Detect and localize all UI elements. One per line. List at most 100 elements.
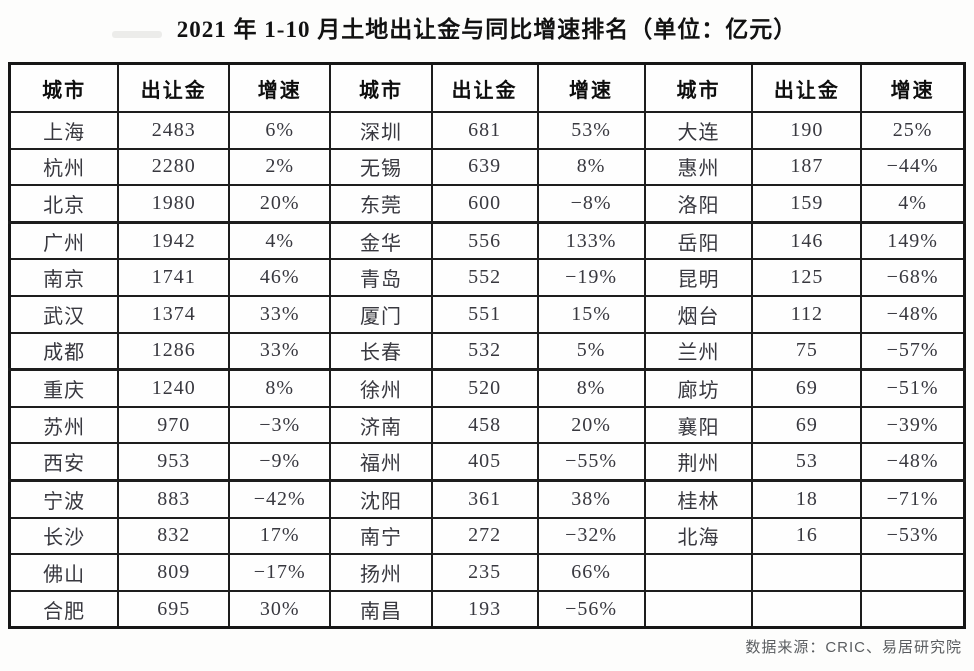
cell-growth: 15%: [536, 294, 646, 334]
table-row: 成都 1286 33% 长春 532 5% 兰州 75 −57%: [8, 331, 966, 372]
cell-amount: 146: [751, 221, 863, 261]
table-row: 北京 1980 20% 东莞 600 −8% 洛阳 159 4%: [8, 184, 966, 224]
cell-growth: 8%: [536, 368, 646, 408]
column-header-growth: 增速: [228, 62, 332, 113]
cell-growth: [860, 589, 966, 629]
ranking-table: 城市 出让金 增速 城市 出让金 增速 城市 出让金 增速 上海 2483 6% 深圳 681 53% 大连…: [8, 62, 966, 630]
cell-city: 杭州: [8, 147, 120, 187]
cell-amount: 69: [751, 368, 863, 408]
cell-growth: −71%: [860, 479, 966, 519]
cell-growth: 46%: [228, 258, 332, 297]
column-header-amount: 出让金: [430, 62, 539, 113]
cell-growth: 66%: [536, 553, 646, 592]
cell-city: 深圳: [329, 111, 433, 150]
cell-city: 岳阳: [643, 221, 754, 261]
cell-amount: 1374: [117, 294, 231, 334]
cell-amount: 809: [117, 553, 231, 592]
cell-amount: 1240: [117, 368, 231, 408]
cell-city: 重庆: [8, 368, 120, 408]
table-row: 宁波 883 −42% 沈阳 361 38% 桂林 18 −71%: [8, 479, 966, 519]
cell-growth: 133%: [536, 221, 646, 261]
table-row: 重庆 1240 8% 徐州 520 8% 廊坊 69 −51%: [8, 368, 966, 408]
cell-city: 兰州: [643, 331, 754, 372]
cell-amount: 600: [430, 184, 539, 224]
table-body: 上海 2483 6% 深圳 681 53% 大连 190 25% 杭州 2280 2% 无锡 639 8% 惠…: [8, 111, 966, 629]
cell-city: 荆州: [643, 442, 754, 482]
cell-amount: 551: [430, 294, 539, 334]
cell-amount: 695: [117, 589, 231, 629]
cell-growth: [860, 553, 966, 592]
cell-city: 东莞: [329, 184, 433, 224]
cell-amount: 458: [430, 405, 539, 445]
cell-amount: 272: [430, 516, 539, 556]
cell-amount: 639: [430, 147, 539, 187]
cell-growth: 2%: [228, 147, 332, 187]
cell-growth: −48%: [860, 294, 966, 334]
cell-amount: 2280: [117, 147, 231, 187]
cell-amount: 832: [117, 516, 231, 556]
table-row: 西安 953 −9% 福州 405 −55% 荆州 53 −48%: [8, 442, 966, 482]
table-row: 长沙 832 17% 南宁 272 −32% 北海 16 −53%: [8, 516, 966, 556]
column-header-city: 城市: [643, 62, 754, 113]
cell-city: 金华: [329, 221, 433, 261]
cell-growth: −39%: [860, 405, 966, 445]
column-header-amount: 出让金: [751, 62, 863, 113]
cell-growth: −9%: [228, 442, 332, 482]
cell-growth: −19%: [536, 258, 646, 297]
cell-city: [643, 589, 754, 629]
cell-city: 北海: [643, 516, 754, 556]
header-row: 城市 出让金 增速 城市 出让金 增速 城市 出让金 增速: [8, 62, 966, 113]
cell-growth: −51%: [860, 368, 966, 408]
cell-amount: 18: [751, 479, 863, 519]
cell-amount: 681: [430, 111, 539, 150]
column-header-growth: 增速: [860, 62, 966, 113]
cell-amount: 75: [751, 331, 863, 372]
cell-amount: 53: [751, 442, 863, 482]
cell-growth: 53%: [536, 111, 646, 150]
column-header-amount: 出让金: [117, 62, 231, 113]
cell-growth: 4%: [228, 221, 332, 261]
cell-amount: [751, 589, 863, 629]
cell-city: 廊坊: [643, 368, 754, 408]
cell-amount: 125: [751, 258, 863, 297]
cell-city: 桂林: [643, 479, 754, 519]
table-row: 合肥 695 30% 南昌 193 −56%: [8, 589, 966, 629]
cell-city: 沈阳: [329, 479, 433, 519]
cell-amount: 532: [430, 331, 539, 372]
cell-city: [643, 553, 754, 592]
cell-city: 烟台: [643, 294, 754, 334]
cell-city: 青岛: [329, 258, 433, 297]
cell-growth: 149%: [860, 221, 966, 261]
cell-amount: 361: [430, 479, 539, 519]
cell-amount: [751, 553, 863, 592]
cell-city: 扬州: [329, 553, 433, 592]
column-header-city: 城市: [329, 62, 433, 113]
cell-growth: 17%: [228, 516, 332, 556]
cell-growth: 33%: [228, 331, 332, 372]
column-header-growth: 增速: [536, 62, 646, 113]
cell-amount: 405: [430, 442, 539, 482]
cell-amount: 193: [430, 589, 539, 629]
cell-amount: 552: [430, 258, 539, 297]
cell-growth: −32%: [536, 516, 646, 556]
cell-city: 福州: [329, 442, 433, 482]
cell-growth: −48%: [860, 442, 966, 482]
table-header: 城市 出让金 增速 城市 出让金 增速 城市 出让金 增速: [8, 62, 966, 113]
cell-amount: 1980: [117, 184, 231, 224]
cell-city: 无锡: [329, 147, 433, 187]
table-row: 苏州 970 −3% 济南 458 20% 襄阳 69 −39%: [8, 405, 966, 445]
cell-amount: 235: [430, 553, 539, 592]
cell-city: 南京: [8, 258, 120, 297]
cell-growth: 30%: [228, 589, 332, 629]
cell-growth: 20%: [228, 184, 332, 224]
cell-amount: 1741: [117, 258, 231, 297]
cell-amount: 556: [430, 221, 539, 261]
cell-growth: −44%: [860, 147, 966, 187]
column-header-city: 城市: [8, 62, 120, 113]
cell-growth: 5%: [536, 331, 646, 372]
table-row: 南京 1741 46% 青岛 552 −19% 昆明 125 −68%: [8, 258, 966, 297]
cell-growth: −53%: [860, 516, 966, 556]
cell-growth: −8%: [536, 184, 646, 224]
cell-city: 西安: [8, 442, 120, 482]
cell-amount: 16: [751, 516, 863, 556]
